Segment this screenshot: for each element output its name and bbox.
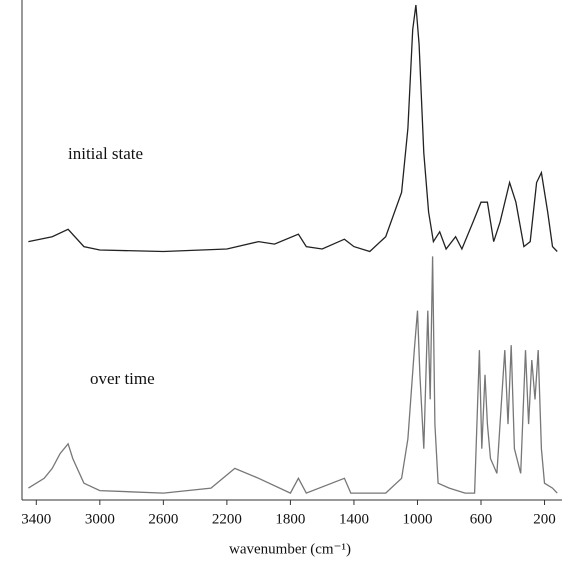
x-tick-label: 1400 [339, 511, 369, 527]
x-tick-label: 3400 [21, 511, 51, 527]
x-tick-label: 600 [470, 511, 493, 527]
x-axis-label: wavenumber (cm⁻¹) [229, 541, 351, 557]
x-tick-label: 3000 [85, 511, 115, 527]
x-tick-label: 200 [533, 511, 556, 527]
x-tick-label: 1000 [402, 511, 432, 527]
annotation: initial state [68, 144, 143, 163]
x-tick-label: 2600 [148, 511, 178, 527]
x-tick-label: 2200 [212, 511, 242, 527]
spectrum-line [28, 256, 558, 494]
x-tick-label: 1800 [275, 511, 305, 527]
spectrum-line [28, 4, 558, 253]
annotation: over time [90, 369, 155, 388]
